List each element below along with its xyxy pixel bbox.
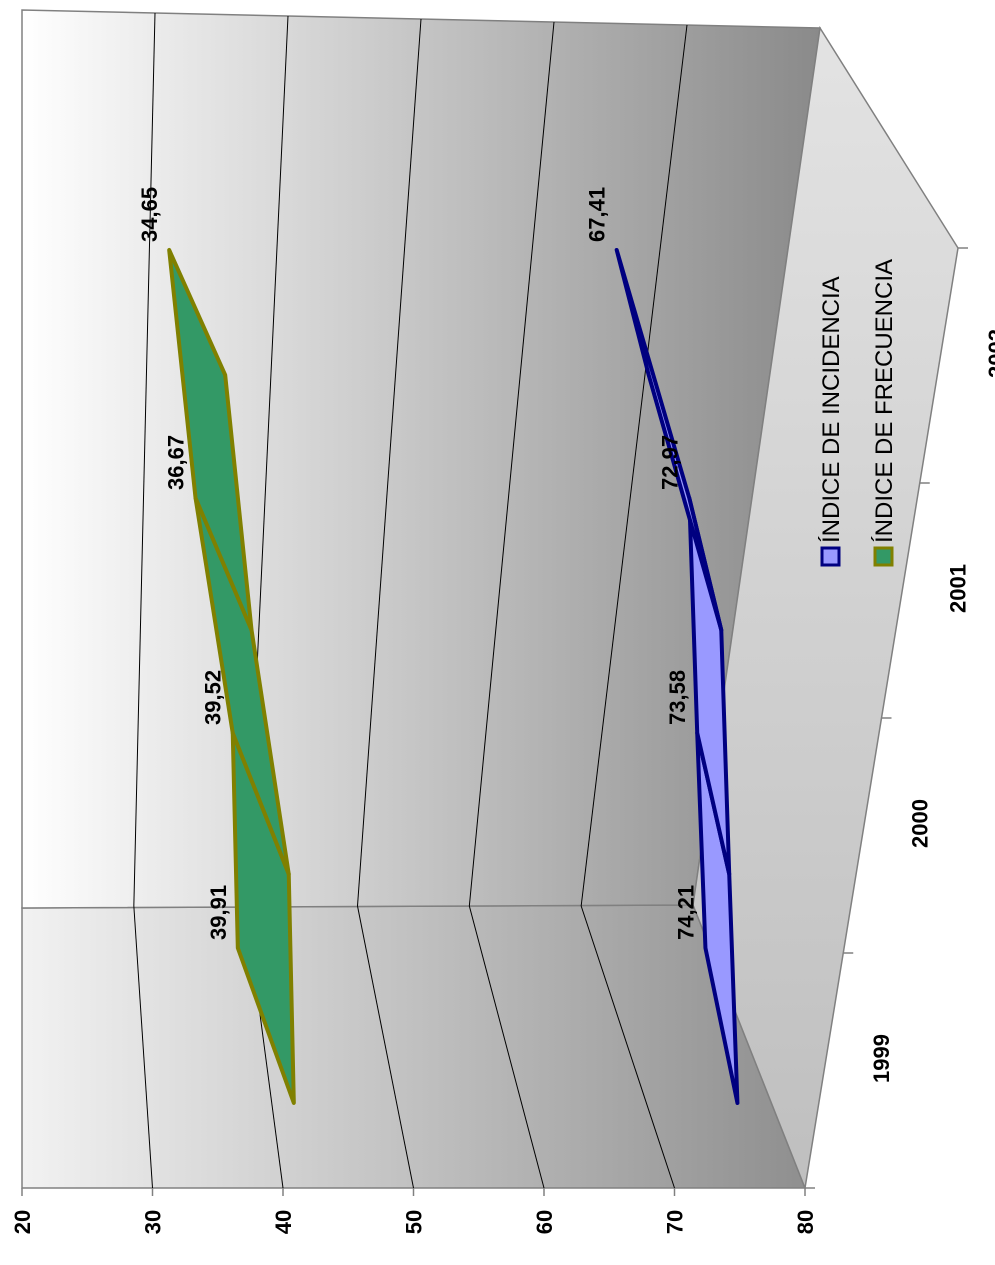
series-1 — [614, 248, 740, 1105]
y-tick-label: 60 — [532, 1210, 557, 1234]
legend-label: ÍNDICE DE INCIDENCIA — [818, 276, 845, 543]
legend: ÍNDICE DE INCIDENCIA ÍNDICE DE FRECUENCIA — [818, 259, 898, 567]
legend-swatch — [873, 546, 894, 567]
legend-item: ÍNDICE DE INCIDENCIA — [818, 276, 845, 567]
legend-label: ÍNDICE DE FRECUENCIA — [871, 259, 898, 543]
ribbon-segment — [614, 248, 724, 632]
data-label: 67,41 — [585, 187, 610, 242]
data-label: 36,67 — [164, 435, 189, 490]
data-label: 39,91 — [206, 885, 231, 940]
gridline — [357, 905, 414, 1189]
series-2 — [167, 248, 296, 1105]
series-layer — [167, 248, 740, 1105]
data-label: 39,52 — [201, 670, 226, 725]
gridline — [357, 18, 422, 907]
data-label: 73,58 — [665, 670, 690, 725]
gridlines — [133, 12, 688, 1189]
data-labels: 74,21 73,58 72,97 67,41 39,91 39,52 36,67 34,65 — [137, 187, 698, 940]
x-tick-label: 2001 — [946, 564, 971, 613]
y-tick-label: 80 — [793, 1210, 818, 1234]
value-axis: 20 30 40 50 60 70 80 1999 2000 2001 2002 — [10, 247, 995, 1234]
data-label: 74,21 — [673, 885, 698, 940]
y-tick-label: 30 — [141, 1210, 166, 1234]
x-tick-label: 2000 — [907, 799, 932, 848]
gridline — [468, 21, 555, 907]
y-tick-label: 70 — [663, 1210, 688, 1234]
y-tick-label: 50 — [402, 1210, 427, 1234]
ribbon-segment — [167, 248, 254, 632]
chart-side-wall — [21, 904, 807, 1189]
gridline — [468, 905, 545, 1189]
legend-swatch — [820, 546, 841, 567]
gridline — [580, 24, 688, 907]
x-tick-label: 2002 — [984, 329, 995, 378]
gridline — [133, 12, 156, 907]
legend-item: ÍNDICE DE FRECUENCIA — [871, 259, 898, 567]
data-label: 72,97 — [657, 435, 682, 490]
gridline — [133, 905, 153, 1189]
data-label: 34,65 — [137, 187, 162, 242]
x-tick-label: 1999 — [869, 1034, 894, 1083]
y-tick-label: 20 — [10, 1210, 35, 1234]
y-tick-label: 40 — [271, 1210, 296, 1234]
gridline — [580, 905, 675, 1189]
